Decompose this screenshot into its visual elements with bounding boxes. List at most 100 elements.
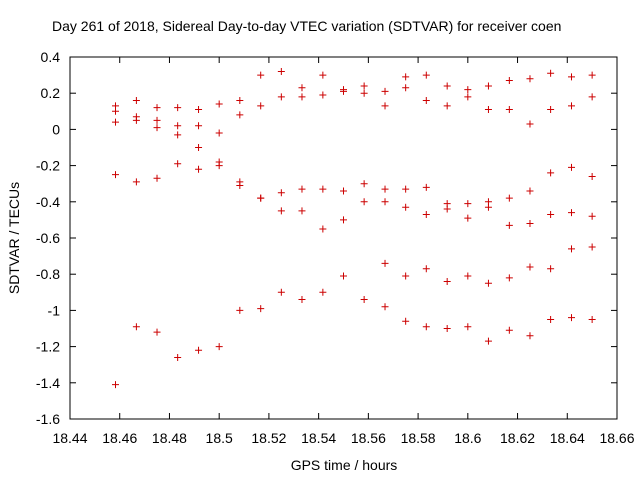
data-point: [464, 215, 471, 222]
data-point: [382, 198, 389, 205]
data-point: [464, 273, 471, 280]
data-point: [485, 106, 492, 113]
y-tick-label: -0.2: [36, 158, 60, 174]
data-point: [526, 332, 533, 339]
y-tick-label: -1: [48, 302, 61, 318]
data-point: [236, 307, 243, 314]
data-point: [236, 182, 243, 189]
data-point: [444, 206, 451, 213]
y-tick-label: 0.2: [41, 85, 61, 101]
data-point: [112, 119, 119, 126]
y-tick-label: -1.6: [36, 411, 60, 427]
data-point: [382, 186, 389, 193]
data-point: [278, 68, 285, 75]
x-tick-label: 18.58: [401, 430, 436, 446]
data-point: [423, 211, 430, 218]
data-point: [319, 92, 326, 99]
data-point: [154, 117, 161, 124]
data-point: [547, 265, 554, 272]
data-point: [195, 122, 202, 129]
data-point: [154, 124, 161, 131]
data-point: [547, 211, 554, 218]
data-point: [319, 289, 326, 296]
data-point: [195, 106, 202, 113]
data-point: [361, 198, 368, 205]
plot-area: 18.44 18.46 18.48 18.5 18.52 18.54 18.56 18.58 1…: [36, 49, 635, 446]
data-point: [319, 225, 326, 232]
data-point: [174, 104, 181, 111]
data-point: [382, 88, 389, 95]
data-point: [278, 189, 285, 196]
x-tick-label: 18.46: [102, 430, 137, 446]
x-tick-label: 18.44: [52, 430, 87, 446]
data-point: [257, 72, 264, 79]
data-point: [444, 325, 451, 332]
data-point: [402, 204, 409, 211]
plot-frame: [70, 57, 617, 419]
y-tick-label: 0.4: [41, 49, 61, 65]
x-tick-label: 18.56: [351, 430, 386, 446]
data-point: [340, 88, 347, 95]
data-point: [423, 265, 430, 272]
chart-svg: Day 261 of 2018, Sidereal Day-to-day VTE…: [0, 0, 640, 480]
data-point: [464, 86, 471, 93]
chart: Day 261 of 2018, Sidereal Day-to-day VTE…: [0, 0, 640, 480]
data-point: [402, 318, 409, 325]
data-point: [444, 82, 451, 89]
data-point: [133, 178, 140, 185]
data-point: [464, 200, 471, 207]
data-point: [174, 160, 181, 167]
data-point: [216, 130, 223, 137]
data-point: [382, 260, 389, 267]
data-point: [278, 207, 285, 214]
data-point: [112, 171, 119, 178]
data-point: [589, 316, 596, 323]
x-tick-label: 18.66: [599, 430, 634, 446]
y-tick-label: -0.6: [36, 230, 60, 246]
data-point: [174, 354, 181, 361]
y-tick-label: 0: [52, 121, 60, 137]
data-point: [402, 84, 409, 91]
data-point: [382, 102, 389, 109]
data-point: [589, 72, 596, 79]
data-point: [526, 263, 533, 270]
data-point: [506, 106, 513, 113]
y-tick-label: -0.8: [36, 266, 60, 282]
data-point: [568, 102, 575, 109]
data-point: [506, 274, 513, 281]
x-tick-label: 18.54: [301, 430, 336, 446]
data-point: [298, 207, 305, 214]
data-point: [174, 122, 181, 129]
data-point: [464, 93, 471, 100]
data-point: [402, 73, 409, 80]
y-tick-label: -1.2: [36, 339, 60, 355]
data-point: [506, 222, 513, 229]
chart-title: Day 261 of 2018, Sidereal Day-to-day VTE…: [52, 18, 561, 34]
data-point: [216, 162, 223, 169]
data-point: [423, 184, 430, 191]
data-point: [589, 244, 596, 251]
data-point: [298, 93, 305, 100]
data-point: [319, 72, 326, 79]
data-point: [464, 323, 471, 330]
data-point: [568, 73, 575, 80]
data-point: [236, 111, 243, 118]
data-point: [506, 77, 513, 84]
x-tick-label: 18.52: [251, 430, 286, 446]
data-point: [298, 296, 305, 303]
data-point: [568, 164, 575, 171]
data-point: [547, 70, 554, 77]
data-point: [485, 82, 492, 89]
data-point: [506, 327, 513, 334]
data-point: [361, 180, 368, 187]
data-point: [547, 169, 554, 176]
data-point: [278, 93, 285, 100]
data-point: [361, 82, 368, 89]
data-point: [133, 97, 140, 104]
data-point: [319, 186, 326, 193]
data-point: [298, 84, 305, 91]
data-point: [195, 144, 202, 151]
data-point: [423, 323, 430, 330]
data-point: [298, 186, 305, 193]
data-point: [361, 296, 368, 303]
